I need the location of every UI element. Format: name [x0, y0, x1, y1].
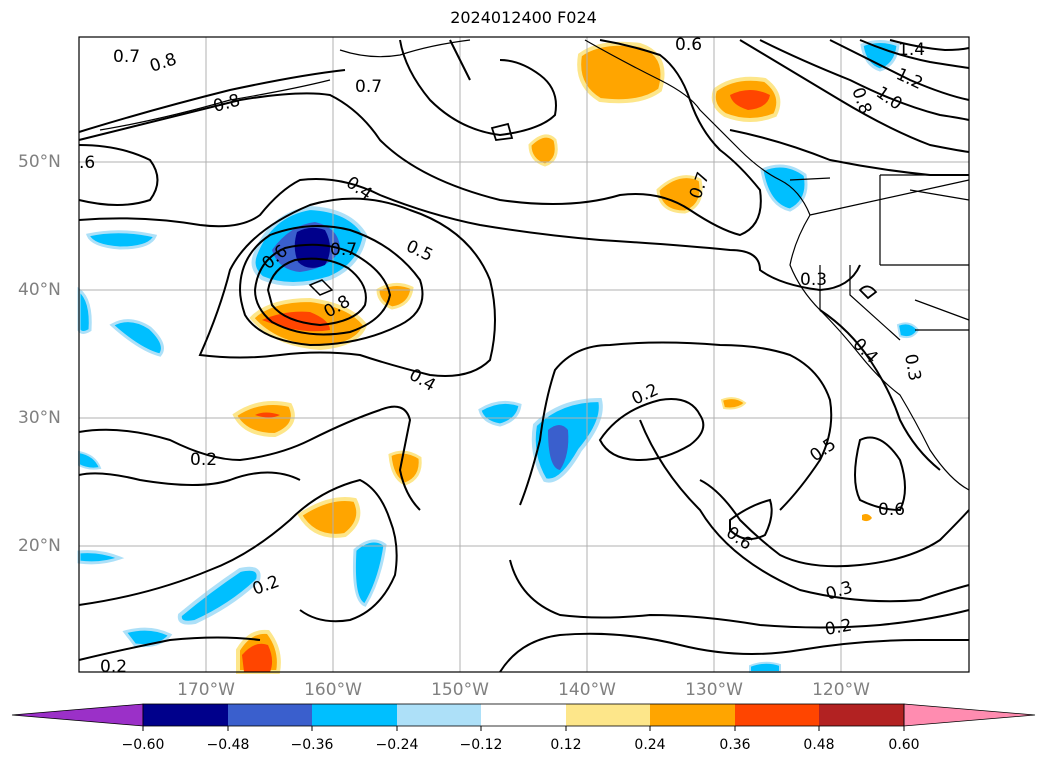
colorbar-tick: −0.12 — [459, 737, 503, 753]
colorbar-tick: −0.24 — [375, 737, 419, 753]
lat-label: 20°N — [18, 536, 61, 556]
map-frame — [78, 36, 970, 673]
contour-label: 0.7 — [113, 47, 140, 67]
contour-label: 0.2 — [823, 616, 853, 640]
colorbar-tick: −0.48 — [206, 737, 250, 753]
contour-label: 0.6 — [878, 500, 905, 520]
colorbar-tick: −0.36 — [290, 737, 334, 753]
lon-label: 140°W — [558, 680, 616, 700]
lon-label: 150°W — [431, 680, 489, 700]
lon-label: 130°W — [685, 680, 743, 700]
map-title: 2024012400 F024 — [450, 8, 597, 27]
contour-label: 0.3 — [800, 270, 827, 290]
lon-label: 170°W — [177, 680, 235, 700]
lat-label: 40°N — [18, 280, 61, 300]
colorbar-tick: 0.12 — [550, 737, 582, 753]
contour-label: 0.7 — [330, 240, 357, 260]
colorbar-tick: 0.60 — [888, 737, 920, 753]
lon-label: 120°W — [812, 680, 870, 700]
map-background — [79, 37, 969, 672]
contour-label: 1.4 — [898, 40, 925, 60]
colorbar-tick: 0.48 — [803, 737, 835, 753]
coastline — [99, 39, 970, 491]
lat-label: 50°N — [18, 152, 61, 172]
lat-label: 30°N — [18, 408, 61, 428]
contour-lines — [78, 39, 970, 673]
contour-label: .6 — [79, 153, 95, 173]
colorbar-tick: 0.24 — [634, 737, 666, 753]
contour-label: 0.2 — [100, 657, 127, 677]
contour-label: 0.2 — [190, 450, 217, 470]
colorbar-tick: 0.36 — [719, 737, 751, 753]
contour-label: 0.6 — [675, 35, 702, 55]
colorbar-tick: −0.60 — [121, 737, 165, 753]
colorbar — [11, 703, 1036, 731]
contour-label: 0.7 — [355, 77, 382, 97]
lon-label: 160°W — [304, 680, 362, 700]
contour-label: 0.3 — [900, 352, 924, 382]
shaded-field — [77, 40, 920, 674]
